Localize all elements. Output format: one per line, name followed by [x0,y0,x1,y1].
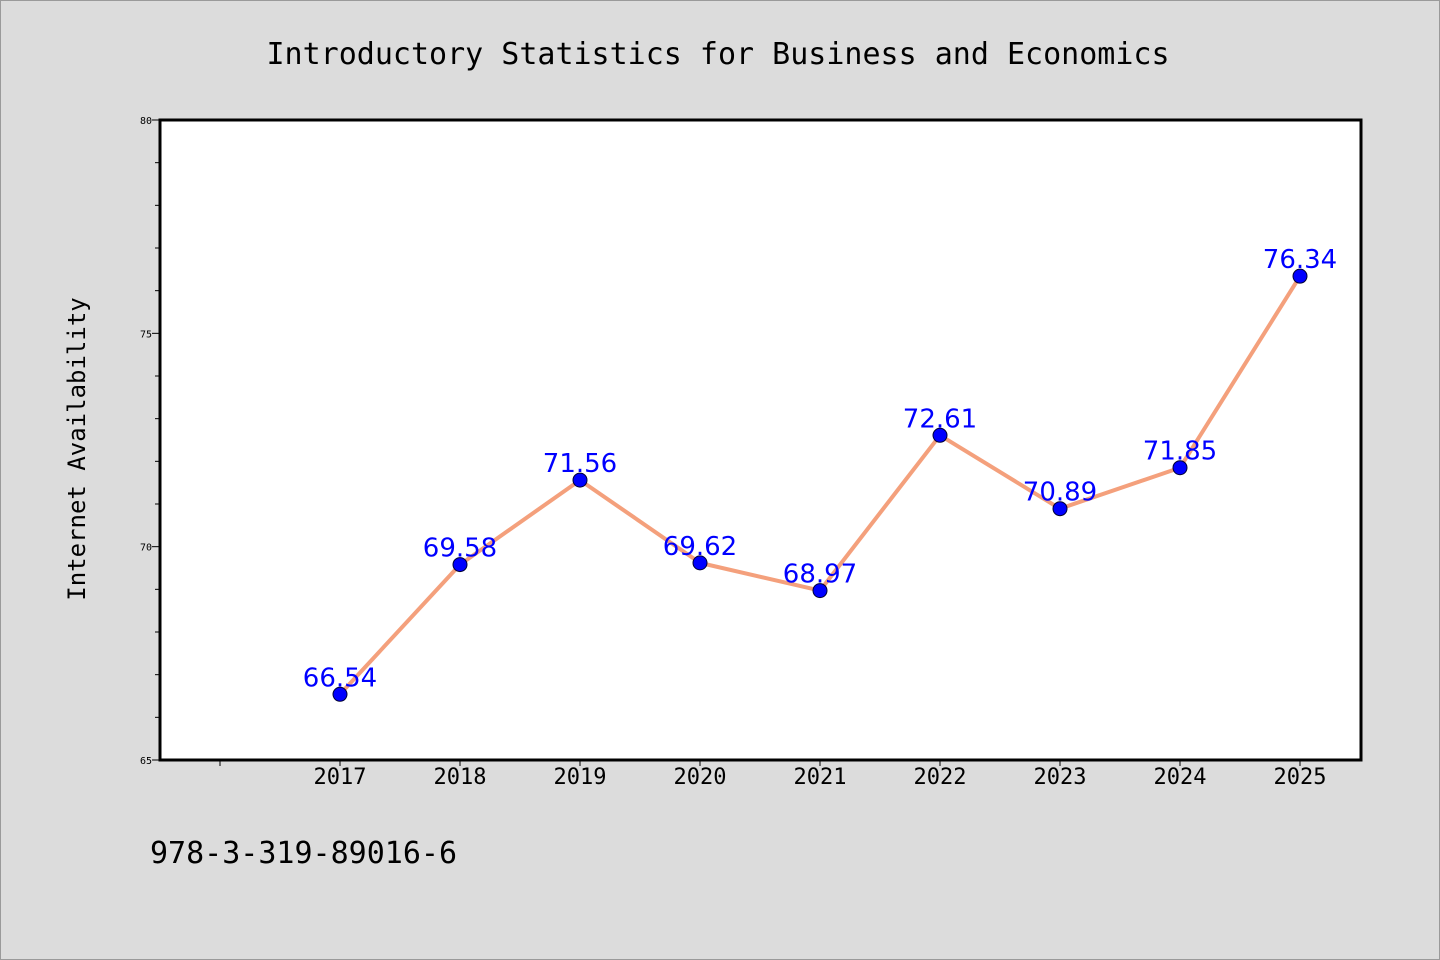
data-label: 70.89 [1023,478,1097,508]
data-point [572,472,588,488]
data-point [932,427,948,443]
x-tick-label: 2024 [1154,765,1207,790]
x-tick-label: 2017 [314,765,367,790]
data-label: 69.58 [423,534,497,564]
isbn-text: 978-3-319-89016-6 [150,836,458,871]
data-label: 69.62 [663,532,737,562]
data-point [1292,268,1308,284]
data-point [332,686,348,702]
x-tick-label: 2025 [1274,765,1327,790]
data-label: 71.85 [1143,437,1217,467]
data-label: 68.97 [783,560,857,590]
y-tick-label: 65 [140,756,152,767]
data-point [452,557,468,573]
data-label: 72.61 [903,404,977,434]
data-label: 76.34 [1263,245,1337,275]
data-point [812,583,828,599]
y-axis-label: Internet Availability [63,297,91,600]
data-point [692,555,708,571]
x-tick-label: 2022 [914,765,967,790]
data-label: 66.54 [303,663,377,693]
x-tick-label: 2020 [674,765,727,790]
data-label: 71.56 [543,449,617,479]
y-tick-label: 75 [140,329,152,340]
y-axis-ticks: 65 70 75 80 [140,116,160,767]
y-tick-label: 70 [140,543,152,554]
x-tick-label: 2018 [434,765,487,790]
plot-area [158,118,1363,762]
chart-title: Introductory Statistics for Business and… [266,37,1169,72]
x-axis-ticks: 2017 2018 2019 2020 2021 2022 2023 2024 2025 [219,760,1327,790]
x-tick-label: 2019 [554,765,607,790]
x-tick-label: 2021 [794,765,847,790]
series-layer: 66.54 69.58 71.56 69.62 68.97 72.61 70.89 71.85… [303,245,1337,702]
x-tick-label: 2023 [1034,765,1087,790]
data-point [1052,501,1068,517]
data-point [1172,460,1188,476]
y-tick-label: 80 [140,116,152,127]
